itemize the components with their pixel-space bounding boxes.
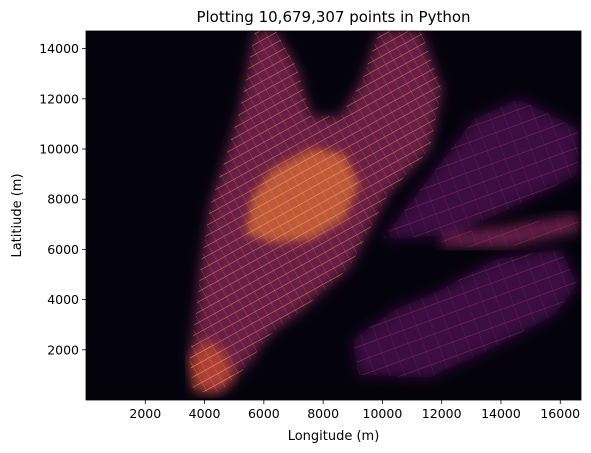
street-grid (382, 98, 578, 240)
x-axis-label: Longitude (m) (288, 429, 380, 444)
y-tick-label: 2000 (47, 342, 79, 357)
chart-title: Plotting 10,679,307 points in Python (196, 8, 470, 26)
street-grid (352, 249, 578, 378)
x-tick-label: 4000 (189, 406, 221, 421)
x-tick-label: 10000 (363, 406, 403, 421)
x-axis-ticks: 2000 4000 6000 8000 10000 12000 14000 16000 (129, 400, 580, 421)
y-tick-label: 6000 (47, 242, 79, 257)
heatmap-layer (189, 31, 578, 393)
x-tick-label: 8000 (307, 406, 339, 421)
y-tick-label: 10000 (39, 141, 79, 156)
y-tick-label: 14000 (39, 41, 79, 56)
street-grid (441, 214, 578, 247)
plot-frame (85, 30, 582, 401)
x-tick-label: 6000 (248, 406, 280, 421)
x-tick-label: 16000 (540, 406, 580, 421)
x-tick-label: 12000 (422, 406, 462, 421)
y-tick-label: 8000 (47, 192, 79, 207)
y-tick-label: 12000 (39, 91, 79, 106)
y-tick-label: 4000 (47, 292, 79, 307)
y-axis-label: Latitiude (m) (10, 173, 25, 257)
density-core (246, 149, 359, 242)
y-axis-ticks: 2000 4000 6000 8000 10000 12000 14000 (39, 41, 86, 357)
x-tick-label: 14000 (481, 406, 521, 421)
x-tick-label: 2000 (129, 406, 161, 421)
street-grid (189, 339, 235, 393)
